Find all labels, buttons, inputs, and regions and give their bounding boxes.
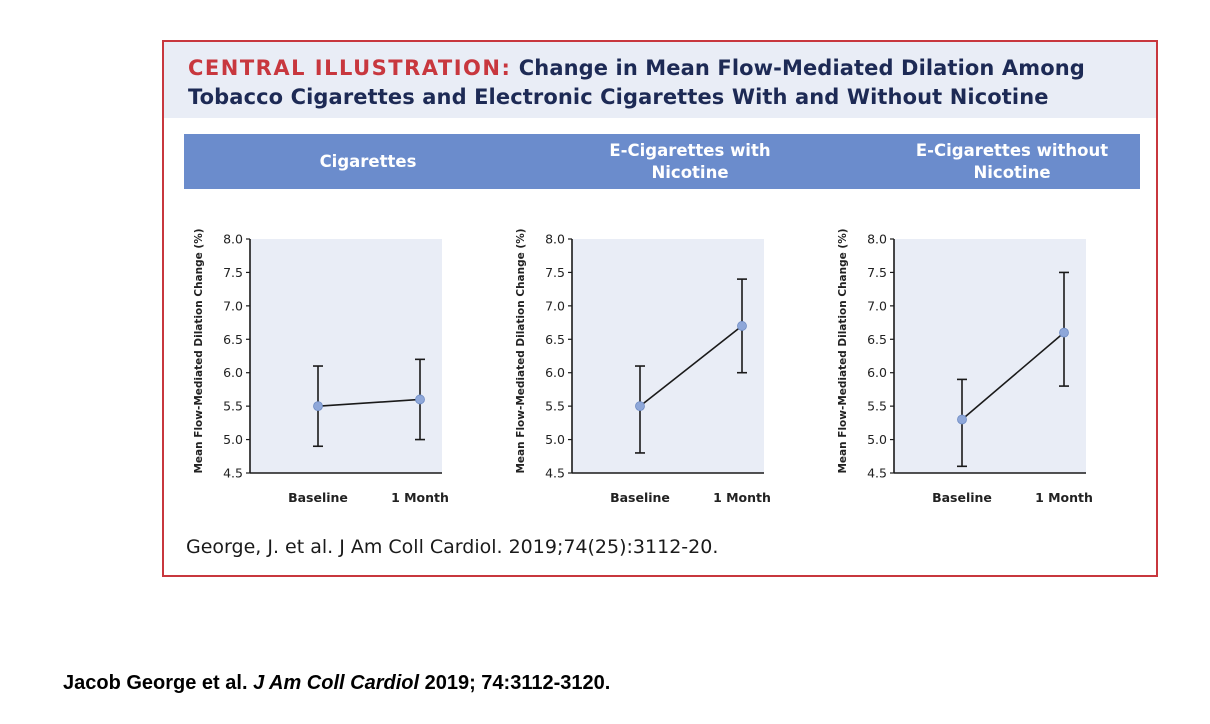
- panel-header-line-1: E-Cigarettes with: [609, 140, 771, 160]
- data-point: [635, 401, 645, 412]
- y-tick-label: 5.0: [867, 432, 887, 447]
- plot-background: [894, 239, 1086, 473]
- figure-citation: George, J. et al. J Am Coll Cardiol. 201…: [186, 536, 719, 558]
- series-line: [317, 398, 421, 407]
- data-point: [313, 401, 323, 412]
- y-tick-label: 6.5: [545, 332, 565, 347]
- y-axis-label: Mean Flow-Mediated Dilation Change (%): [193, 228, 205, 473]
- data-point: [957, 414, 967, 425]
- y-tick-label: 6.0: [545, 365, 565, 380]
- data-point: [737, 321, 747, 331]
- y-tick-label: 7.0: [545, 298, 565, 313]
- data-point: [1059, 327, 1069, 338]
- panel-header-label: E-Cigarettes without Nicotine: [916, 140, 1108, 184]
- y-tick-label: 4.5: [223, 466, 243, 481]
- footer-authors: Jacob George et al.: [63, 672, 248, 694]
- series-line: [961, 331, 1065, 421]
- series-line: [639, 325, 743, 407]
- figure-title: CENTRAL ILLUSTRATION: Change in Mean Flo…: [188, 54, 1148, 112]
- charts-area: 4.5 5.0 5.5 6.0 6.5 7.0 7.5 8.0 Mean Flow-Mediat…: [193, 228, 1093, 505]
- y-tick-label: 4.5: [867, 466, 887, 481]
- panel-header-line-2: Nicotine: [651, 162, 729, 182]
- x-tick-label-baseline: Baseline: [610, 490, 670, 505]
- y-tick-label: 8.0: [545, 232, 565, 247]
- y-tick-label: 7.0: [867, 298, 887, 313]
- footer-reference: Jacob George et al. J Am Coll Cardiol 20…: [63, 672, 610, 695]
- y-tick-label: 8.0: [223, 232, 243, 247]
- y-tick-label: 7.0: [223, 298, 243, 313]
- y-tick-label: 6.0: [867, 365, 887, 380]
- x-tick-label-1-month: 1 Month: [713, 490, 771, 505]
- title-band: [164, 42, 1156, 118]
- footer-details: 2019; 74:3112-3120.: [424, 672, 611, 694]
- x-tick-label-baseline: Baseline: [932, 490, 992, 505]
- title-line-2: Tobacco Cigarettes and Electronic Cigare…: [188, 85, 1049, 109]
- panel-header-line-2: Nicotine: [973, 162, 1051, 182]
- y-axis-label: Mean Flow-Mediated Dilation Change (%): [515, 228, 527, 473]
- y-tick-label: 6.0: [223, 365, 243, 380]
- footer-journal: J Am Coll Cardiol: [253, 672, 420, 694]
- panel-header-label: E-Cigarettes with Nicotine: [609, 140, 770, 184]
- panel-header-ecig-with-nicotine: E-Cigarettes with Nicotine: [570, 134, 810, 189]
- y-tick-label: 7.5: [545, 265, 565, 280]
- y-tick-label: 4.5: [545, 466, 565, 481]
- panel-header-label: Cigarettes: [319, 151, 417, 171]
- y-tick-label: 6.5: [867, 332, 887, 347]
- y-axis-label: Mean Flow-Mediated Dilation Change (%): [837, 228, 849, 473]
- y-tick-label: 8.0: [867, 232, 887, 247]
- x-tick-label-1-month: 1 Month: [1035, 490, 1093, 505]
- x-tick-label-baseline: Baseline: [288, 490, 348, 505]
- y-tick-label: 7.5: [867, 265, 887, 280]
- panel-header-ecig-without-nicotine: E-Cigarettes without Nicotine: [892, 134, 1132, 189]
- panel-header-cigarettes: Cigarettes: [248, 134, 488, 189]
- y-tick-label: 7.5: [223, 265, 243, 280]
- title-line-1: Change in Mean Flow-Mediated Dilation Am…: [518, 56, 1085, 80]
- title-lead: CENTRAL ILLUSTRATION:: [188, 56, 512, 80]
- data-point: [415, 394, 425, 405]
- plot-background: [572, 239, 764, 473]
- y-tick-label: 5.0: [223, 432, 243, 447]
- y-tick-label: 5.5: [545, 399, 565, 414]
- y-tick-label: 5.5: [867, 399, 887, 414]
- panel-header-bar: Cigarettes E-Cigarettes with Nicotine E-…: [184, 134, 1140, 189]
- x-tick-label-1-month: 1 Month: [391, 490, 449, 505]
- y-tick-label: 6.5: [223, 332, 243, 347]
- panel-header-line-1: E-Cigarettes without: [915, 140, 1109, 160]
- plot-background: [250, 239, 442, 473]
- y-tick-label: 5.0: [545, 432, 565, 447]
- central-illustration-figure: CENTRAL ILLUSTRATION: Change in Mean Flo…: [162, 40, 1158, 577]
- y-tick-label: 5.5: [223, 399, 243, 414]
